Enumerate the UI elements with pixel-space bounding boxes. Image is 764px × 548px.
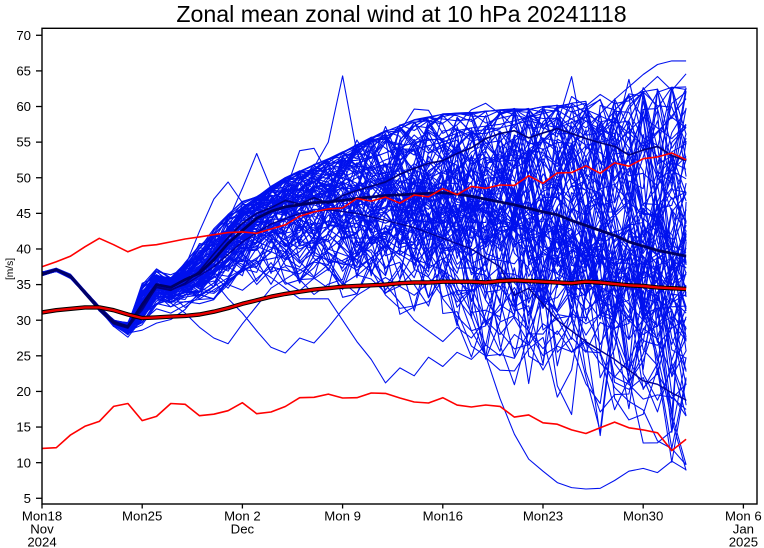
svg-text:Mon18: Mon18 xyxy=(22,509,62,524)
svg-text:10: 10 xyxy=(16,455,31,470)
svg-text:[m/s]: [m/s] xyxy=(5,258,16,280)
svg-text:40: 40 xyxy=(16,242,31,257)
svg-text:Zonal mean zonal wind at 10 hP: Zonal mean zonal wind at 10 hPa 20241118 xyxy=(176,1,626,27)
svg-text:55: 55 xyxy=(16,135,31,150)
svg-text:65: 65 xyxy=(16,64,31,79)
svg-text:Mon23: Mon23 xyxy=(523,509,563,524)
svg-text:25: 25 xyxy=(16,348,31,363)
svg-text:Mon30: Mon30 xyxy=(623,509,663,524)
svg-text:30: 30 xyxy=(16,313,31,328)
svg-text:Mon 2: Mon 2 xyxy=(224,509,261,524)
svg-text:2024: 2024 xyxy=(27,535,56,548)
svg-text:2025: 2025 xyxy=(729,535,758,548)
svg-text:Mon 9: Mon 9 xyxy=(324,509,361,524)
svg-text:70: 70 xyxy=(16,28,31,43)
svg-text:35: 35 xyxy=(16,277,31,292)
svg-text:Mon 6: Mon 6 xyxy=(725,509,762,524)
svg-text:50: 50 xyxy=(16,170,31,185)
svg-text:Nov: Nov xyxy=(30,522,54,537)
svg-text:15: 15 xyxy=(16,420,31,435)
svg-text:Mon25: Mon25 xyxy=(122,509,162,524)
svg-text:Jan: Jan xyxy=(733,522,754,537)
svg-text:Mon16: Mon16 xyxy=(423,509,463,524)
svg-text:20: 20 xyxy=(16,384,31,399)
svg-text:5: 5 xyxy=(24,491,31,506)
svg-text:45: 45 xyxy=(16,206,31,221)
svg-text:Dec: Dec xyxy=(231,522,255,537)
svg-text:60: 60 xyxy=(16,99,31,114)
